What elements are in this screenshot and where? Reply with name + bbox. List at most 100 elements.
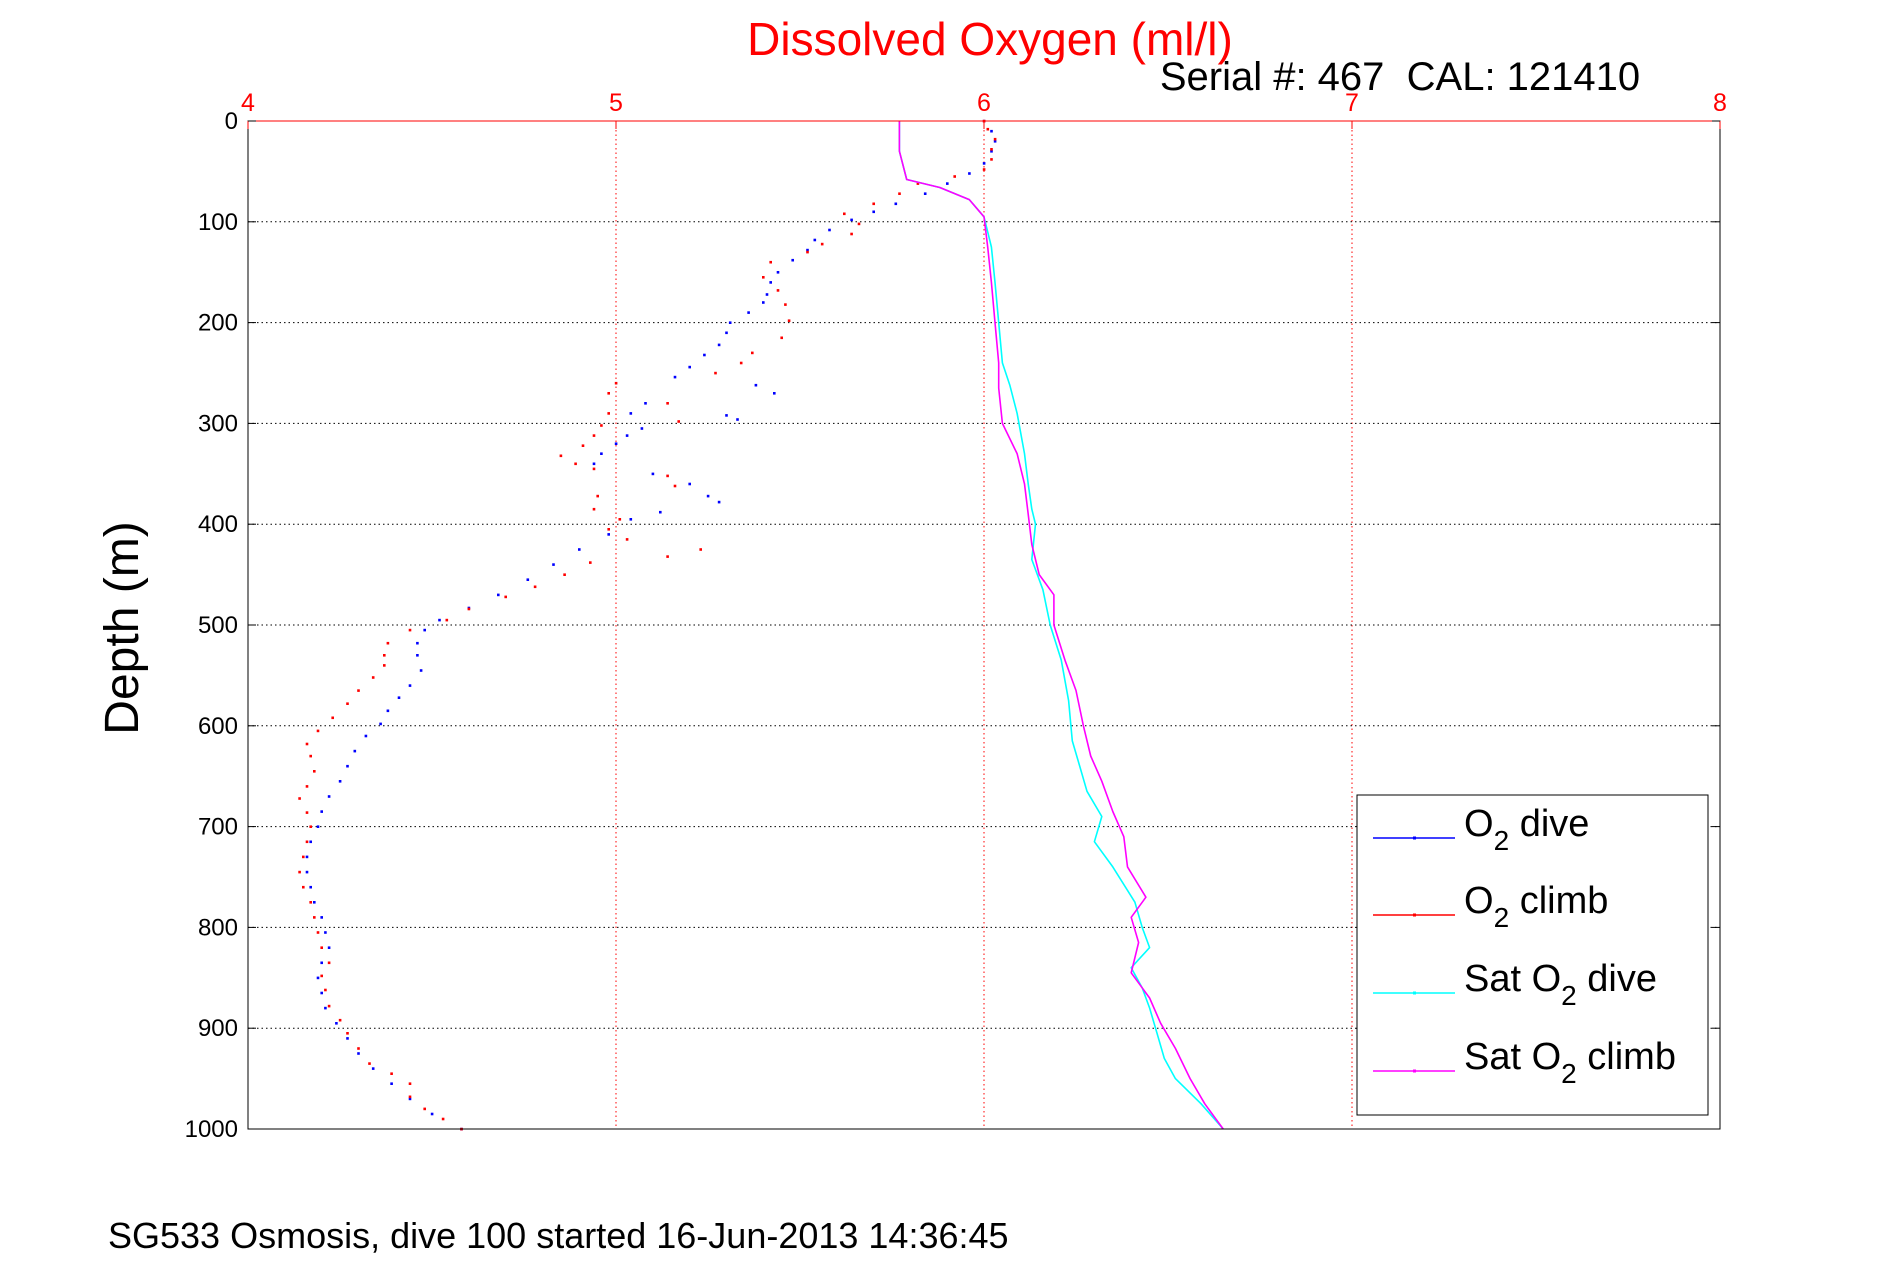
data-point-o2-climb bbox=[607, 392, 610, 395]
data-point-o2-dive bbox=[894, 202, 898, 206]
series-layer bbox=[298, 119, 1224, 1131]
y-tick-label: 1000 bbox=[185, 1116, 238, 1143]
data-point-o2-climb bbox=[298, 870, 301, 874]
data-point-o2-dive bbox=[305, 870, 309, 874]
legend-label: Sat O2 dive bbox=[1464, 958, 1657, 1011]
y-tick-label: 700 bbox=[198, 814, 238, 841]
data-point-o2-climb bbox=[857, 222, 861, 226]
data-point-o2-dive bbox=[625, 434, 629, 437]
data-point-o2-dive bbox=[776, 271, 780, 274]
data-point-o2-climb bbox=[445, 618, 449, 622]
data-point-o2-climb bbox=[769, 260, 772, 264]
data-point-o2-dive bbox=[316, 825, 320, 828]
data-point-o2-climb bbox=[305, 840, 309, 844]
data-point-o2-dive bbox=[765, 293, 769, 296]
data-point-o2-climb bbox=[614, 381, 618, 385]
data-point-o2-climb bbox=[383, 664, 386, 667]
series-o2-climb bbox=[298, 119, 997, 1131]
x-tick-label: 6 bbox=[977, 89, 991, 117]
data-point-o2-climb bbox=[762, 276, 765, 279]
data-point-o2-climb bbox=[592, 467, 596, 471]
x-tick-label: 7 bbox=[1345, 89, 1359, 117]
data-point-o2-climb bbox=[305, 742, 309, 746]
legend-marker bbox=[1413, 1069, 1416, 1073]
legend-label: O2 dive bbox=[1464, 803, 1589, 856]
data-point-o2-dive bbox=[353, 749, 357, 753]
data-point-o2-dive bbox=[324, 1006, 327, 1010]
legend-box bbox=[1356, 794, 1709, 1116]
y-tick-label: 400 bbox=[198, 511, 238, 538]
data-point-o2-dive bbox=[703, 353, 706, 357]
data-point-o2-climb bbox=[309, 754, 312, 758]
data-point-o2-dive bbox=[754, 383, 758, 387]
data-point-o2-dive bbox=[430, 1112, 434, 1116]
data-point-o2-climb bbox=[699, 548, 702, 551]
data-point-o2-climb bbox=[302, 885, 305, 889]
data-point-o2-climb bbox=[305, 811, 309, 814]
y-axis-ticks: 0 100 200 300 400 500 600 700 800 900 1000 bbox=[185, 108, 1720, 1143]
data-point-o2-climb bbox=[574, 462, 577, 466]
data-point-o2-dive bbox=[813, 238, 817, 242]
data-point-o2-dive bbox=[338, 780, 342, 783]
data-point-o2-climb bbox=[625, 538, 629, 541]
data-point-o2-dive bbox=[850, 218, 853, 222]
data-point-o2-dive bbox=[408, 1097, 412, 1101]
data-point-o2-dive bbox=[828, 228, 831, 232]
data-point-o2-climb bbox=[346, 1032, 349, 1035]
legend-label: Sat O2 climb bbox=[1464, 1036, 1676, 1089]
data-point-o2-dive bbox=[397, 696, 401, 699]
data-point-o2-climb bbox=[320, 974, 323, 978]
data-point-o2-dive bbox=[600, 452, 603, 455]
data-point-o2-climb bbox=[357, 689, 360, 692]
data-point-o2-climb bbox=[309, 825, 312, 828]
data-point-o2-dive bbox=[592, 462, 596, 466]
series-sat-o2-climb bbox=[898, 121, 1224, 1130]
data-point-o2-climb bbox=[751, 351, 754, 355]
y-tick-label: 100 bbox=[198, 209, 238, 236]
data-point-o2-climb bbox=[408, 1082, 412, 1085]
data-point-o2-dive bbox=[614, 442, 618, 445]
data-point-o2-dive bbox=[346, 1037, 349, 1040]
data-point-o2-dive bbox=[316, 976, 320, 980]
data-point-o2-climb bbox=[589, 561, 592, 564]
data-point-o2-climb bbox=[898, 192, 901, 195]
data-point-o2-dive bbox=[706, 494, 710, 498]
data-point-o2-dive bbox=[438, 618, 441, 622]
data-point-o2-climb bbox=[850, 232, 853, 236]
data-point-o2-climb bbox=[316, 729, 320, 733]
data-point-o2-climb bbox=[346, 702, 349, 705]
series-line-sat-o2-climb bbox=[898, 121, 1224, 1130]
data-point-o2-dive bbox=[335, 1022, 338, 1025]
grid bbox=[248, 121, 1720, 1129]
data-point-o2-dive bbox=[659, 510, 662, 514]
data-point-o2-climb bbox=[843, 212, 846, 216]
data-point-o2-dive bbox=[629, 412, 633, 415]
data-point-o2-climb bbox=[666, 474, 669, 478]
data-point-o2-dive bbox=[993, 140, 997, 143]
data-point-o2-dive bbox=[416, 654, 419, 657]
data-point-o2-dive bbox=[578, 548, 581, 551]
y-axis-label: Depth (m) bbox=[96, 521, 149, 734]
legend-item: O2 dive bbox=[1373, 803, 1589, 856]
data-point-o2-climb bbox=[739, 361, 743, 365]
data-point-o2-climb bbox=[441, 1117, 445, 1121]
data-point-o2-dive bbox=[773, 392, 776, 395]
data-point-o2-climb bbox=[467, 607, 471, 611]
data-point-o2-climb bbox=[371, 676, 375, 679]
data-point-o2-climb bbox=[820, 242, 824, 246]
data-point-o2-dive bbox=[346, 764, 349, 768]
data-point-o2-dive bbox=[717, 500, 721, 504]
data-point-o2-dive bbox=[327, 946, 331, 949]
data-point-o2-climb bbox=[673, 484, 677, 488]
data-point-o2-climb bbox=[776, 289, 780, 292]
legend-marker bbox=[1413, 913, 1416, 917]
legend-item: O2 climb bbox=[1373, 880, 1608, 933]
data-point-o2-climb bbox=[390, 1072, 393, 1075]
data-point-o2-climb bbox=[302, 855, 305, 859]
data-point-o2-dive bbox=[305, 855, 309, 859]
data-point-o2-dive bbox=[419, 669, 423, 672]
data-point-o2-dive bbox=[990, 150, 993, 153]
data-point-o2-climb bbox=[581, 444, 585, 447]
data-point-o2-climb bbox=[320, 946, 323, 949]
